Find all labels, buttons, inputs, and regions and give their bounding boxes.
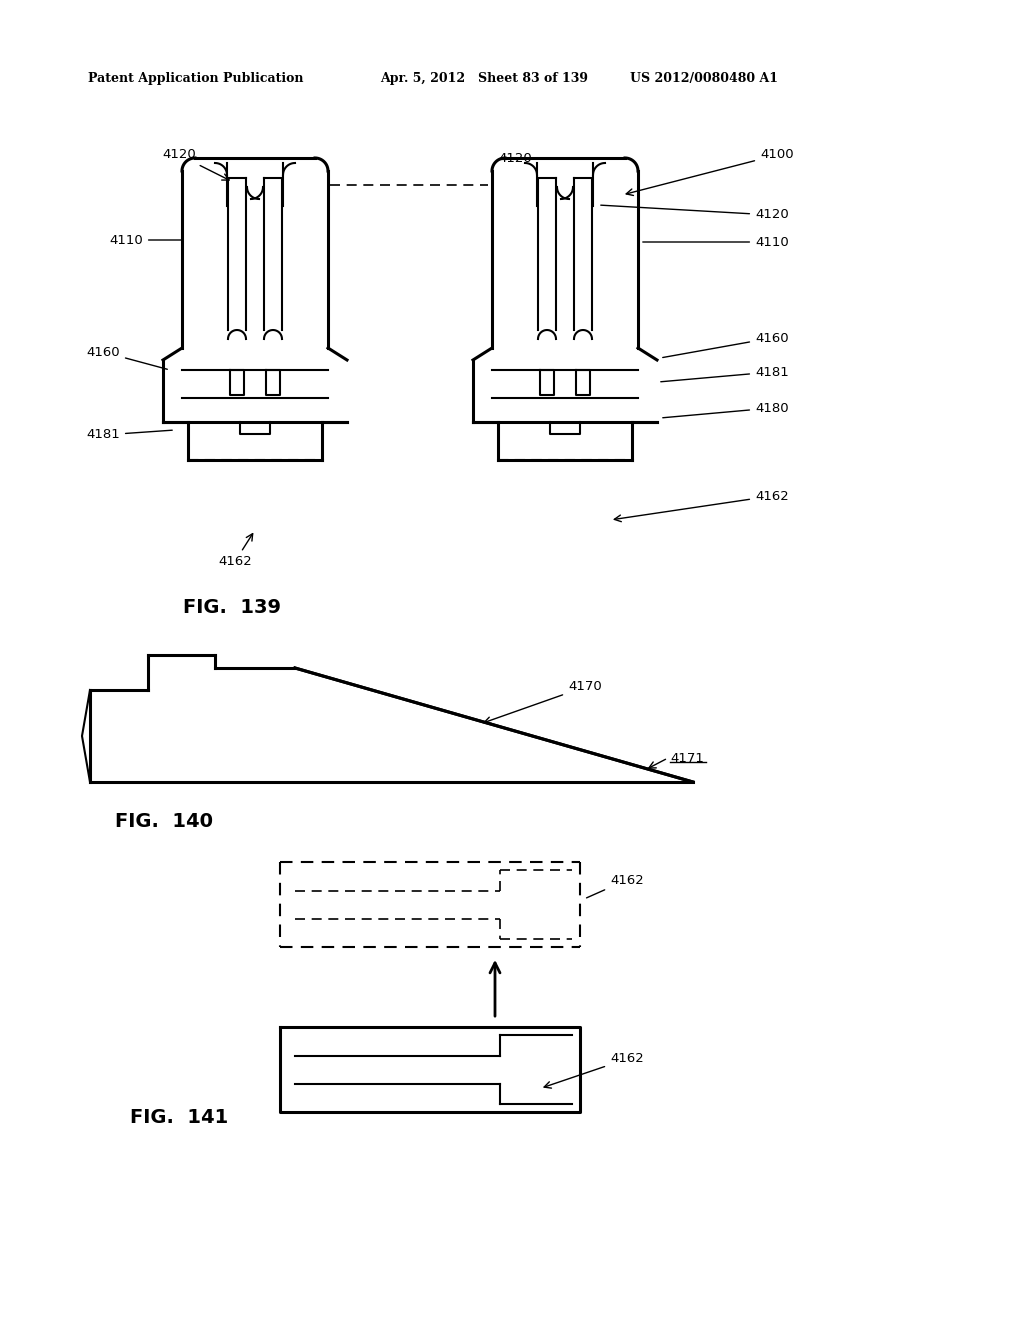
Text: 4120: 4120 [601, 205, 788, 222]
Text: 4160: 4160 [86, 346, 167, 370]
Text: 4110: 4110 [110, 234, 183, 247]
Text: 4162: 4162 [218, 533, 253, 568]
Text: FIG.  140: FIG. 140 [115, 812, 213, 832]
Text: 4180: 4180 [663, 401, 788, 417]
Text: 4100: 4100 [627, 149, 794, 195]
Text: Patent Application Publication: Patent Application Publication [88, 73, 303, 84]
Text: 4171: 4171 [670, 751, 703, 764]
Text: 4162: 4162 [544, 1052, 644, 1088]
Text: FIG.  141: FIG. 141 [130, 1107, 228, 1127]
Text: US 2012/0080480 A1: US 2012/0080480 A1 [630, 73, 778, 84]
Text: 4120: 4120 [162, 149, 229, 180]
Text: 4110: 4110 [643, 235, 788, 248]
Text: 4160: 4160 [663, 331, 788, 358]
Text: Apr. 5, 2012: Apr. 5, 2012 [380, 73, 465, 84]
Text: Sheet 83 of 139: Sheet 83 of 139 [478, 73, 588, 84]
Text: 4120: 4120 [498, 152, 531, 165]
Text: 4181: 4181 [660, 366, 788, 381]
Text: 4162: 4162 [614, 490, 788, 521]
Text: 4170: 4170 [484, 681, 602, 723]
Text: 4162: 4162 [587, 874, 644, 898]
Text: FIG.  139: FIG. 139 [183, 598, 281, 616]
Text: 4181: 4181 [86, 429, 172, 441]
